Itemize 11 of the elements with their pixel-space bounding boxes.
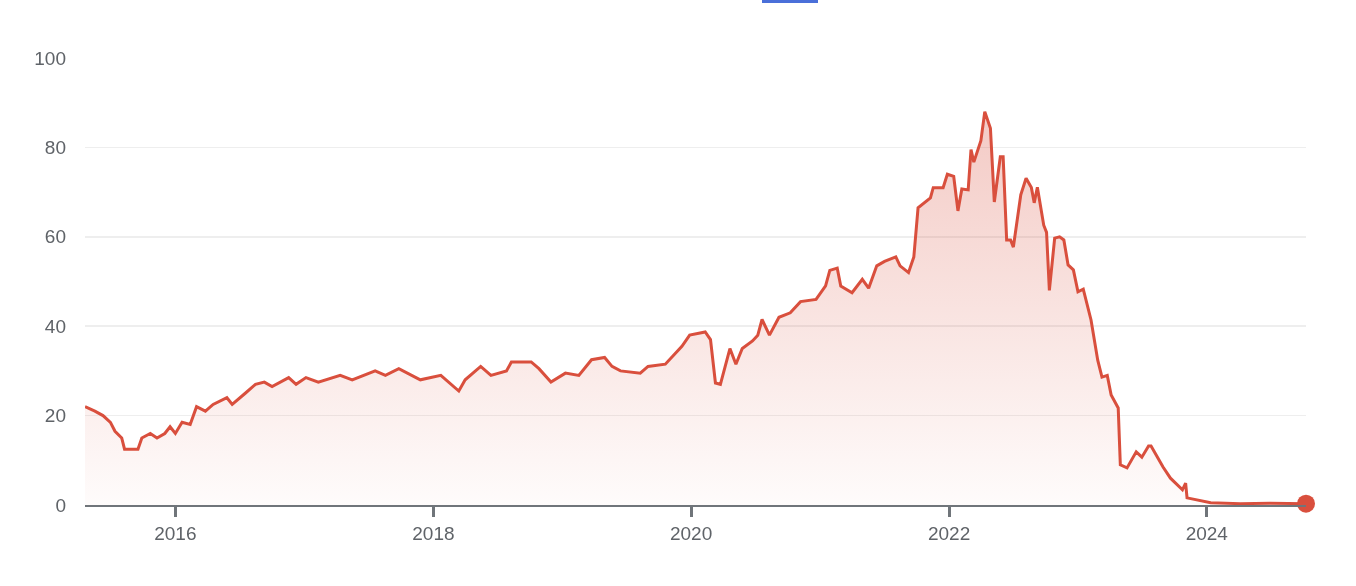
x-tick-label: 2018: [412, 522, 455, 544]
y-tick-label: 60: [44, 226, 66, 248]
y-tick-label: 40: [44, 315, 66, 337]
x-tick-label: 2016: [154, 522, 197, 544]
x-tick-label: 2020: [669, 522, 713, 544]
x-tick-label: 2022: [927, 522, 971, 544]
y-tick-label: 100: [34, 47, 66, 69]
y-tick-label: 80: [44, 137, 66, 159]
y-tick-label: 20: [44, 405, 66, 427]
y-tick-label: 0: [55, 494, 66, 516]
x-tick-label: 2024: [1185, 522, 1229, 544]
